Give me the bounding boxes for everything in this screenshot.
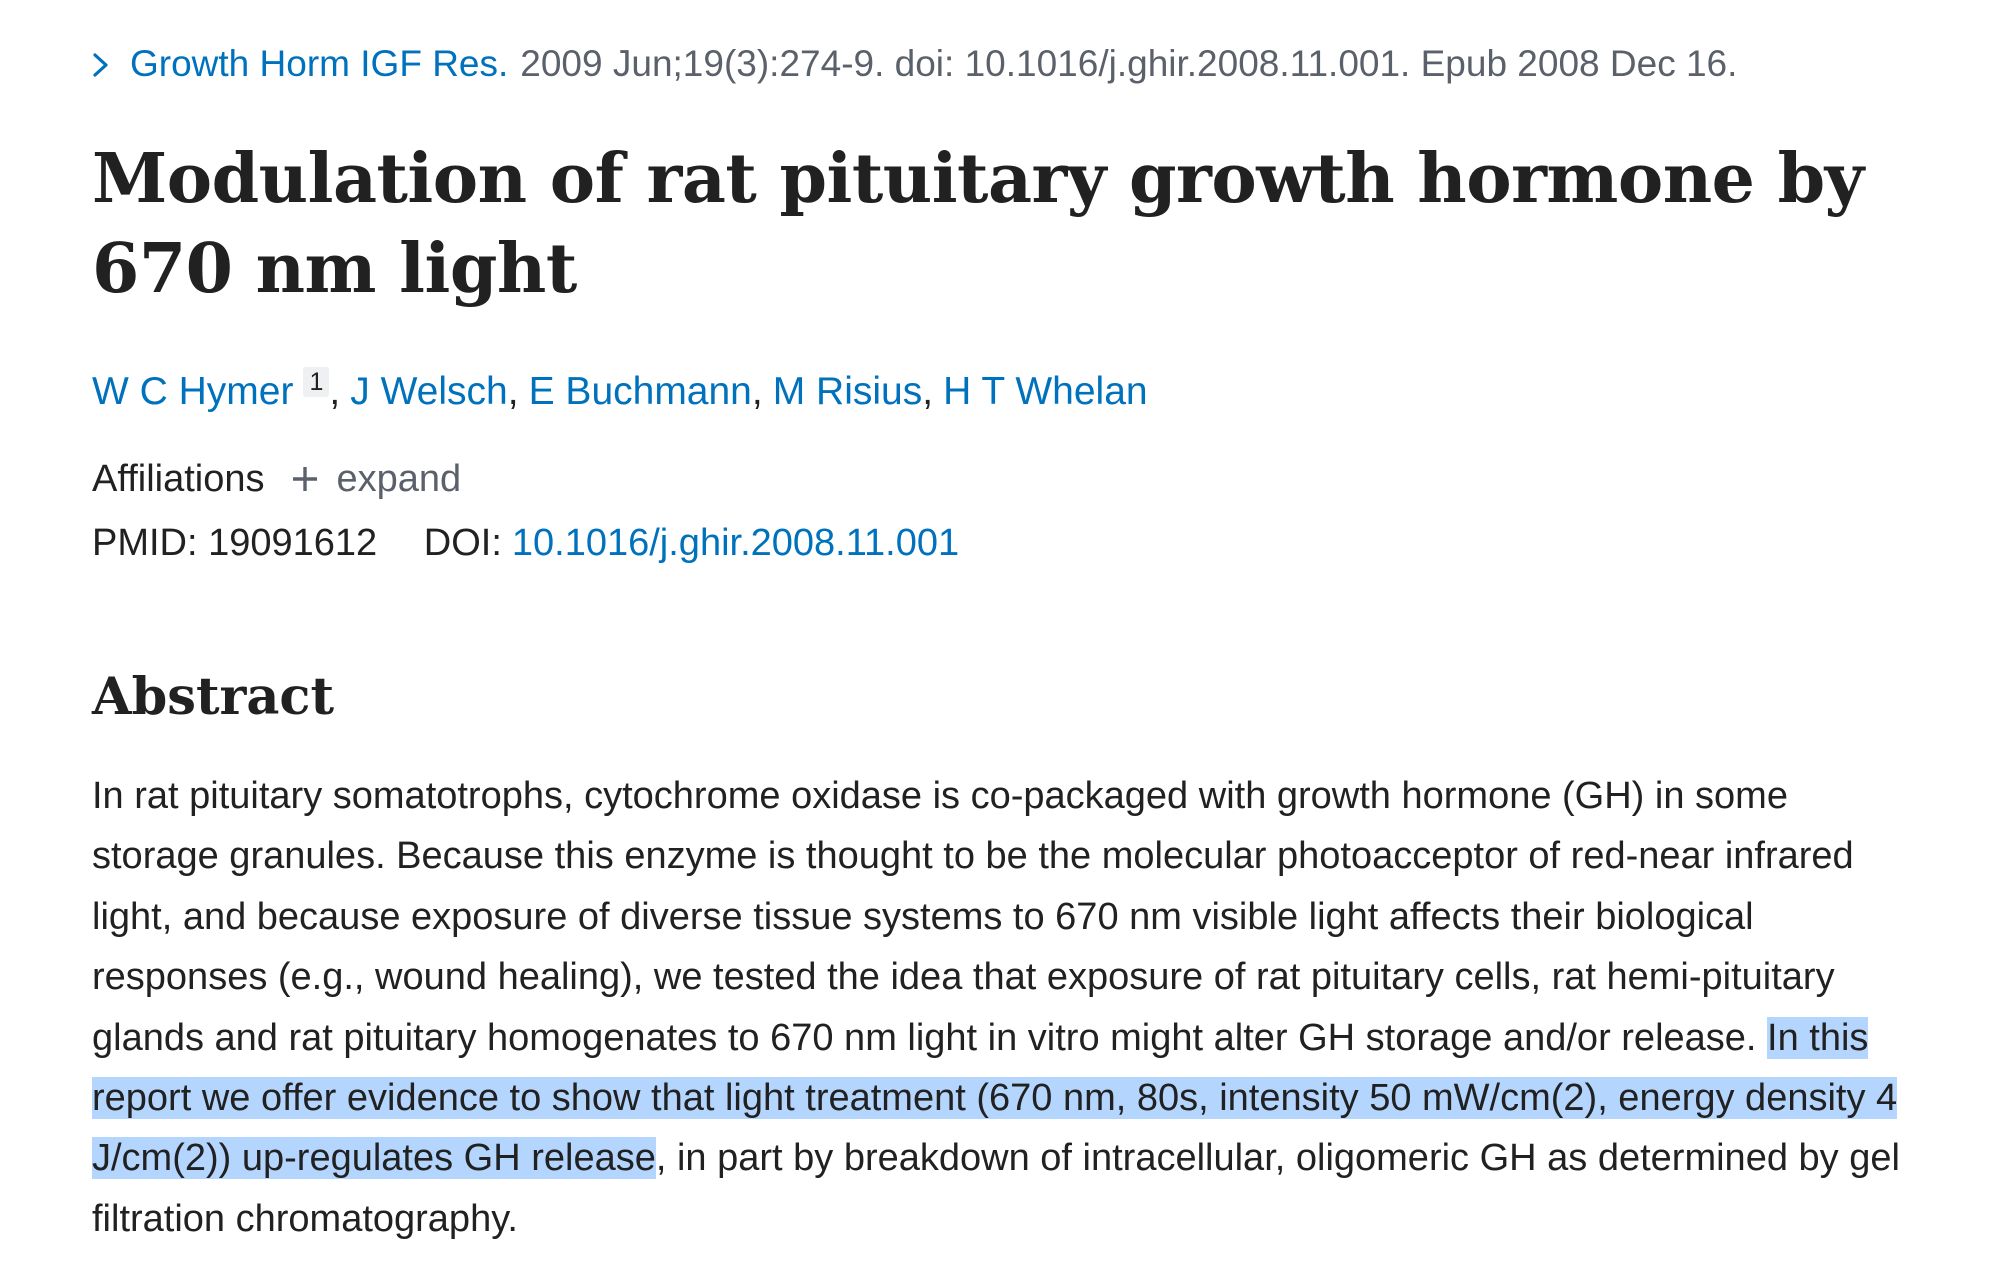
affiliation-superscript[interactable]: 1 xyxy=(303,367,330,397)
affiliations-label: Affiliations xyxy=(92,458,265,500)
pmid-label: PMID: xyxy=(92,522,198,564)
pmid-value: 19091612 xyxy=(208,522,378,564)
plus-icon xyxy=(289,463,321,495)
author-link-welsch[interactable]: J Welsch xyxy=(350,370,508,413)
author-separator: , xyxy=(751,370,763,413)
author-separator: , xyxy=(922,370,934,413)
abstract-heading: Abstract xyxy=(92,667,335,727)
expand-label: expand xyxy=(336,458,462,500)
article-title: Modulation of rat pituitary growth hormo… xyxy=(92,139,1864,309)
abstract-body: In rat pituitary somatotrophs, cytochrom… xyxy=(92,766,1922,1249)
author-link-buchmann[interactable]: E Buchmann xyxy=(528,370,752,413)
abstract-text-before: In rat pituitary somatotrophs, cytochrom… xyxy=(92,775,1854,1059)
doi-label: DOI: xyxy=(423,522,502,564)
citation-details: 2009 Jun;19(3):274-9. doi: 10.1016/j.ghi… xyxy=(520,43,1738,84)
author-link-whelan[interactable]: H T Whelan xyxy=(943,370,1148,413)
author-link-risius[interactable]: M Risius xyxy=(772,370,923,413)
affiliations-row: Affiliations expand xyxy=(92,452,1962,506)
author-separator: , xyxy=(329,370,341,413)
abstract-text-after: , in part by breakdown of intracellular,… xyxy=(92,1137,1900,1240)
journal-link[interactable]: Growth Horm IGF Res. xyxy=(130,43,509,84)
affiliations-expand-button[interactable]: expand xyxy=(289,452,462,506)
doi-link[interactable]: 10.1016/j.ghir.2008.11.001 xyxy=(511,522,960,564)
author-list: W C Hymer 1, J Welsch, E Buchmann, M Risius,… xyxy=(92,366,1962,418)
author-link-hymer[interactable]: W C Hymer xyxy=(92,370,294,413)
article-page: Growth Horm IGF Res. 2009 Jun;19(3):274-… xyxy=(92,34,1962,1249)
journal-citation: Growth Horm IGF Res. 2009 Jun;19(3):274-… xyxy=(92,34,1962,94)
author-separator: , xyxy=(507,370,519,413)
article-identifiers: PMID: 19091612 DOI: 10.1016/j.ghir.2008.1… xyxy=(92,516,1962,570)
chevron-right-icon[interactable] xyxy=(92,50,110,80)
